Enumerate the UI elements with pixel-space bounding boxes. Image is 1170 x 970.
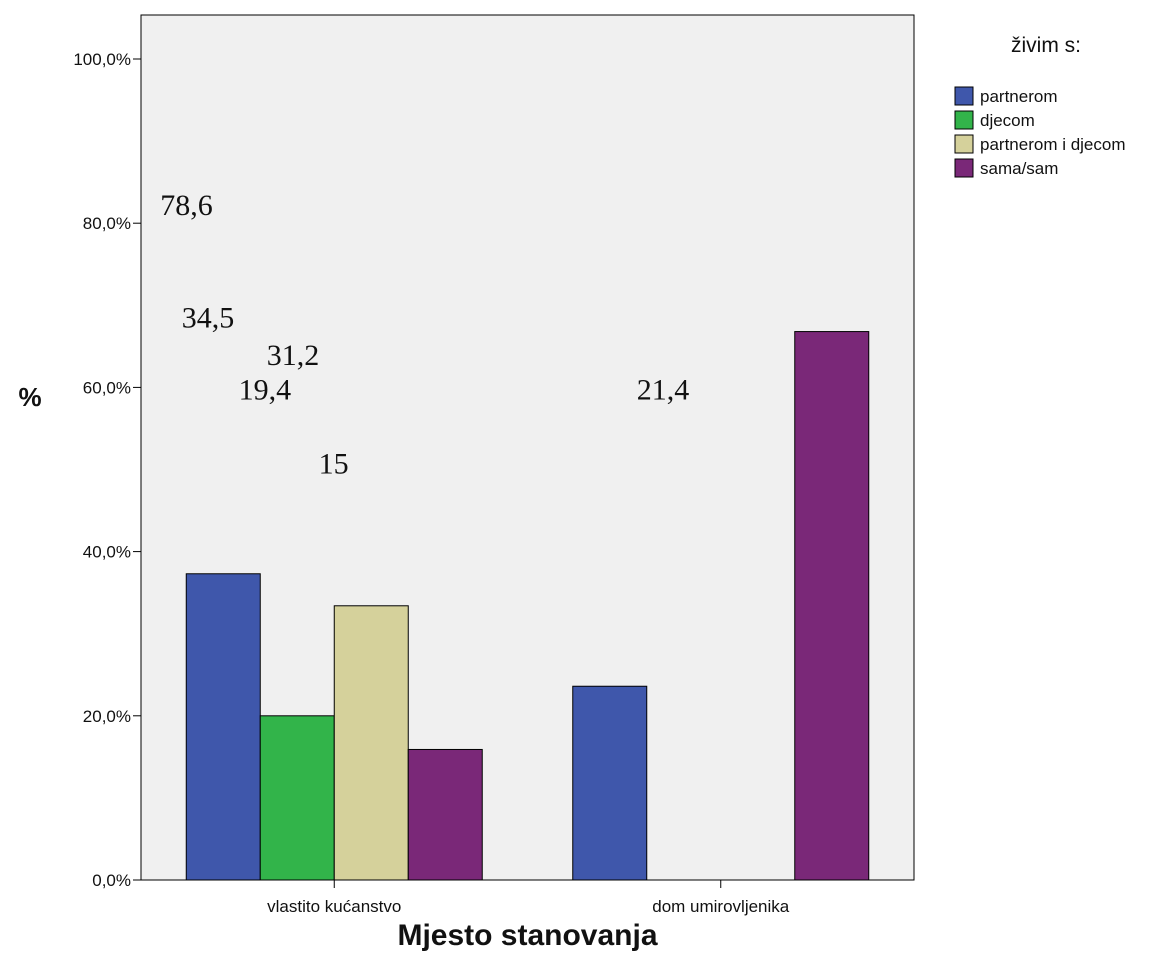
bars — [185, 331, 870, 881]
x-axis: vlastito kućanstvo dom umirovljenika — [267, 880, 790, 916]
annotations: 78,6 34,5 31,219,4 21,4 15 — [160, 189, 689, 481]
legend-label: partnerom i djecom — [980, 135, 1126, 154]
x-axis-title: Mjesto stanovanja — [397, 919, 657, 952]
data-label: 19,4 — [239, 374, 292, 407]
legend: živim s: partnerom djecom partnerom i djec… — [954, 34, 1126, 178]
bar — [333, 605, 409, 881]
data-label: 34,5 — [182, 301, 235, 334]
legend-title: živim s: — [1011, 34, 1081, 57]
legend-swatch — [954, 158, 974, 178]
y-tick-label: 60,0% — [83, 378, 131, 397]
legend-swatch — [954, 134, 974, 154]
legend-label: sama/sam — [980, 159, 1058, 178]
y-tick-label: 20,0% — [83, 707, 131, 726]
y-tick-label: 0,0% — [92, 871, 131, 890]
data-label: 78,6 — [160, 189, 213, 222]
y-tick-label: 80,0% — [83, 214, 131, 233]
bar — [185, 573, 261, 881]
legend-label: partnerom — [980, 87, 1057, 106]
y-tick-label: 40,0% — [83, 543, 131, 562]
bar — [572, 685, 648, 881]
bar — [407, 748, 483, 881]
legend-label: djecom — [980, 111, 1035, 130]
y-tick-label: 100,0% — [73, 50, 131, 69]
legend-swatch — [954, 86, 974, 106]
x-tick-label: dom umirovljenika — [652, 897, 790, 916]
y-axis: 0,0% 20,0% 40,0% 60,0% 80,0% 100,0% — [73, 50, 141, 890]
bar — [794, 331, 870, 881]
data-label: 21,4 — [637, 374, 690, 407]
data-label: 31,2 — [267, 339, 320, 372]
y-axis-title: % — [18, 382, 41, 412]
x-tick-label: vlastito kućanstvo — [267, 897, 401, 916]
legend-swatch — [954, 110, 974, 130]
data-label: 15 — [319, 448, 349, 481]
bar — [259, 715, 335, 881]
